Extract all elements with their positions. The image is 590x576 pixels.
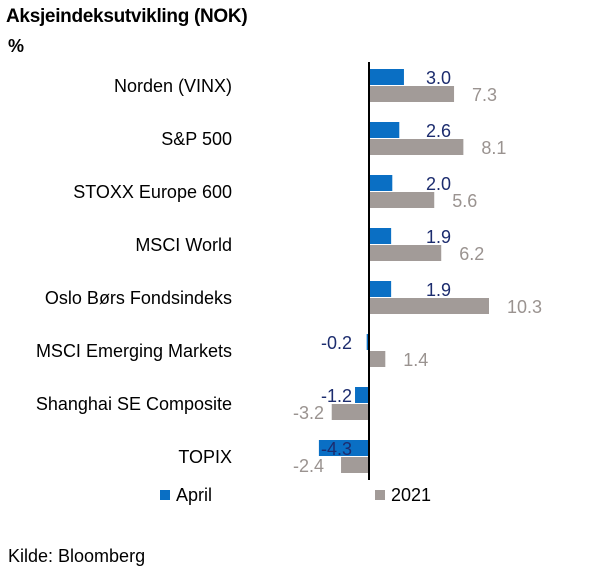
category-label: Norden (VINX) [114, 76, 232, 96]
category-label: STOXX Europe 600 [73, 182, 232, 202]
y2021-bar [369, 245, 442, 261]
april-bar [369, 175, 393, 191]
april-bar [369, 69, 404, 85]
y2021-bar [369, 351, 386, 367]
legend-label-april: April [176, 485, 212, 505]
april-value-label: 1.9 [426, 280, 451, 300]
april-bar [355, 387, 369, 403]
category-label: MSCI Emerging Markets [36, 341, 232, 361]
legend-swatch-april [160, 490, 170, 500]
y2021-bar [369, 192, 435, 208]
source-note: Kilde: Bloomberg [8, 546, 146, 566]
y2021-bar [369, 86, 455, 102]
legend-label-2021: 2021 [391, 485, 431, 505]
y2021-value-label: 8.1 [481, 138, 506, 158]
april-bar [366, 334, 369, 350]
y2021-value-label: 10.3 [507, 297, 542, 317]
april-value-label: -0.2 [321, 333, 352, 353]
april-value-label: 1.9 [426, 227, 451, 247]
y2021-value-label: -2.4 [293, 456, 324, 476]
category-label: S&P 500 [161, 129, 232, 149]
y2021-value-label: 6.2 [459, 244, 484, 264]
y2021-bar [341, 457, 369, 473]
y2021-bar [369, 139, 464, 155]
y2021-bar [369, 298, 489, 314]
april-bar [318, 440, 369, 456]
y2021-value-label: 1.4 [403, 350, 428, 370]
april-value-label: 2.0 [426, 174, 451, 194]
april-value-label: 2.6 [426, 121, 451, 141]
y2021-bar [331, 404, 369, 420]
y2021-value-label: 7.3 [472, 85, 497, 105]
legend-swatch-2021 [375, 490, 385, 500]
unit-label: % [8, 36, 25, 56]
april-bar [369, 281, 392, 297]
april-value-label: -4.3 [321, 439, 352, 459]
category-label: TOPIX [178, 447, 232, 467]
chart-title: Aksjeindeksutvikling (NOK) [6, 6, 248, 27]
category-label: Oslo Børs Fondsindeks [45, 288, 232, 308]
april-value-label: -1.2 [321, 386, 352, 406]
april-bar [369, 228, 392, 244]
category-label: Shanghai SE Composite [36, 394, 232, 414]
category-label: MSCI World [135, 235, 232, 255]
april-value-label: 3.0 [426, 68, 451, 88]
y2021-value-label: 5.6 [452, 191, 477, 211]
april-bar [369, 122, 400, 138]
y2021-value-label: -3.2 [293, 403, 324, 423]
